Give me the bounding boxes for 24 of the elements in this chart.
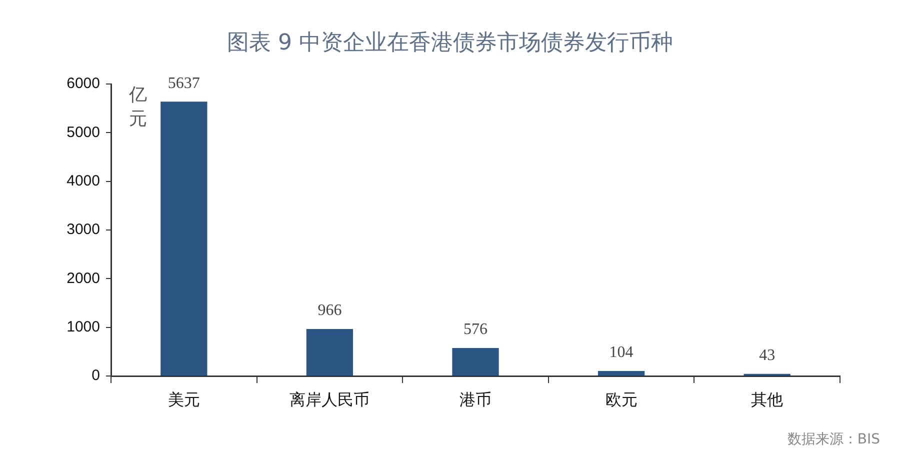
x-tick-label: 其他 — [751, 390, 784, 409]
y-tick-label: 6000 — [66, 75, 100, 92]
x-tick-label: 离岸人民币 — [290, 390, 370, 409]
x-tick-label: 港币 — [460, 390, 492, 409]
y-tick-label: 0 — [92, 367, 100, 384]
data-label: 43 — [759, 347, 776, 364]
y-tick-label: 3000 — [66, 221, 100, 238]
y-tick-label: 5000 — [66, 124, 100, 141]
x-tick-label: 美元 — [168, 390, 200, 409]
x-tick-label: 欧元 — [605, 392, 638, 409]
y-tick-label: 2000 — [66, 270, 100, 287]
data-label: 966 — [318, 302, 342, 320]
bar — [306, 328, 354, 376]
y-tick-label: 4000 — [66, 172, 100, 190]
bar — [452, 348, 499, 376]
y-axis-title: 亿元 — [128, 84, 147, 129]
data-label: 104 — [609, 344, 634, 362]
bar — [160, 102, 208, 376]
source-note: 数据来源：BIS — [787, 432, 880, 448]
bar — [598, 370, 645, 376]
chart-title: 图表 9 中资企业在香港债券市场债券发行币种 — [227, 30, 673, 56]
data-label: 5637 — [168, 74, 200, 92]
y-tick-label: 1000 — [66, 318, 100, 336]
data-label: 576 — [464, 321, 488, 338]
